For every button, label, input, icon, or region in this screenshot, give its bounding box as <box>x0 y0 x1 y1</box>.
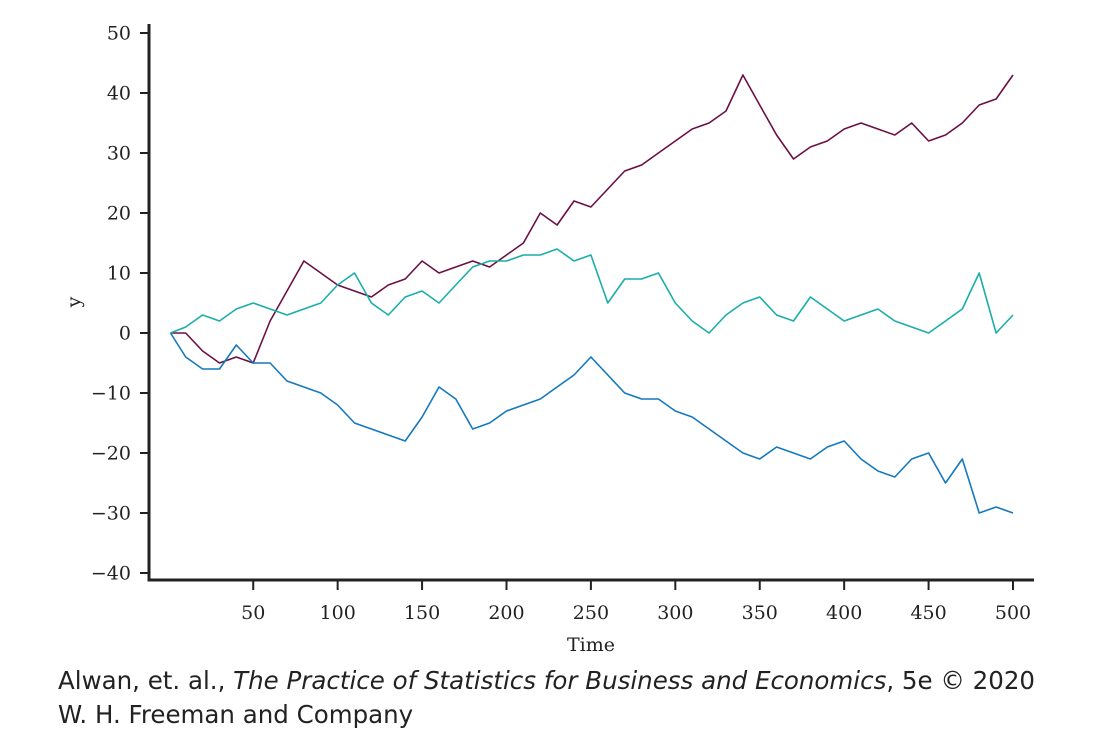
x-tick-label: 350 <box>742 602 778 624</box>
y-axis-ticks: −40 −30 −20 −10 0 10 20 30 40 50 <box>91 23 149 585</box>
x-tick-label: 500 <box>995 602 1031 624</box>
x-tick-label: 400 <box>826 602 862 624</box>
x-tick-label: 200 <box>488 602 524 624</box>
y-tick-label: −20 <box>91 443 131 465</box>
y-tick-label: 20 <box>107 203 131 225</box>
x-tick-label: 50 <box>241 602 265 624</box>
x-tick-label: 450 <box>910 602 946 624</box>
x-axis-title: Time <box>567 634 615 656</box>
y-tick-label: 40 <box>107 83 131 105</box>
y-tick-label: −40 <box>91 563 131 585</box>
credit-authors: Alwan, et. al., <box>58 666 234 695</box>
credit-edition: , 5e © 2020 <box>886 666 1036 695</box>
x-tick-label: 100 <box>320 602 356 624</box>
series-line-1 <box>170 74 1014 364</box>
source-credit: Alwan, et. al., The Practice of Statisti… <box>58 664 1035 732</box>
x-axis-ticks: 50 100 150 200 250 300 350 400 450 500 <box>241 580 1031 624</box>
credit-line-1: Alwan, et. al., The Practice of Statisti… <box>58 664 1035 698</box>
y-tick-label: −10 <box>91 383 131 405</box>
x-tick-label: 150 <box>404 602 440 624</box>
series-line-3 <box>169 332 1014 514</box>
y-tick-label: 10 <box>107 263 131 285</box>
y-tick-label: 50 <box>107 23 131 45</box>
x-tick-label: 300 <box>657 602 693 624</box>
series-line-2 <box>170 248 1014 334</box>
credit-publisher: W. H. Freeman and Company <box>58 700 414 729</box>
y-tick-label: 30 <box>107 143 131 165</box>
y-axis-title: y <box>63 296 85 308</box>
credit-book-title: The Practice of Statistics for Business … <box>233 666 887 695</box>
series-layer <box>169 74 1014 514</box>
x-tick-label: 250 <box>573 602 609 624</box>
line-chart: −40 −30 −20 −10 0 10 20 30 40 50 50 100 150 200 250 30… <box>63 23 1034 656</box>
y-tick-label: −30 <box>91 503 131 525</box>
y-tick-label: 0 <box>119 323 131 345</box>
